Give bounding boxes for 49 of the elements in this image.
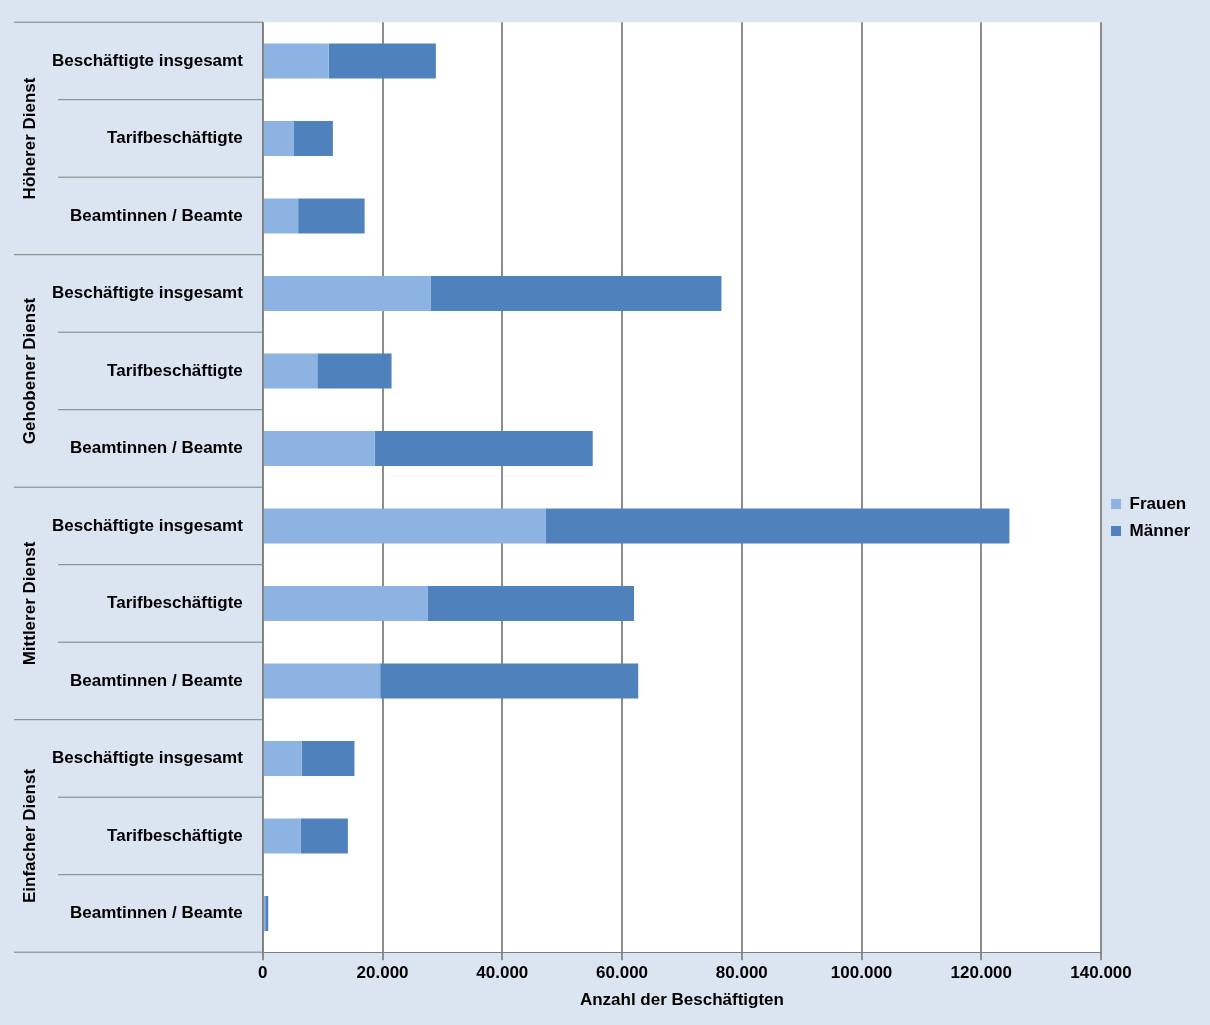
y-tick-label: Beschäftigte insgesamt: [51, 748, 244, 768]
x-tick-label: 60.000: [596, 963, 649, 983]
x-tick-label: 120.000: [950, 963, 1013, 983]
text: Gehobener Dienst: [19, 297, 39, 445]
bar: [374, 431, 593, 466]
legend-label: Frauen: [1129, 493, 1187, 513]
x-tick-label: 20.000: [356, 963, 409, 983]
bar: [298, 198, 365, 234]
y-tick-label: Tarifbeschäftigte: [107, 593, 243, 613]
y-tick-label: Beschäftigte insgesamt: [51, 515, 244, 535]
bar: [263, 741, 302, 776]
bar: [263, 508, 546, 544]
bar: [263, 818, 301, 854]
x-axis-title: Anzahl der Beschäftigten: [579, 990, 784, 1010]
bar: [263, 198, 299, 234]
bar: [263, 431, 375, 466]
y-tick-label: Beschäftigte insgesamt: [51, 50, 244, 70]
x-tick-label: 0: [258, 963, 268, 983]
y-tick-label: Beamtinnen / Beamte: [69, 205, 243, 225]
y-tick-label: Tarifbeschäftigte: [107, 360, 243, 380]
bar: [328, 43, 436, 79]
bar: [263, 586, 428, 621]
bar: [293, 121, 333, 156]
bar: [263, 121, 294, 156]
x-tick-label: 80.000: [715, 963, 768, 983]
bar: [263, 663, 381, 699]
bar: [380, 663, 639, 699]
y-tick-label: Beamtinnen / Beamte: [69, 670, 243, 690]
bar: [301, 741, 355, 776]
y-tick-label: Beamtinnen / Beamte: [69, 903, 243, 923]
text: Mittlerer Dienst: [19, 541, 39, 666]
text: Einfacher Dienst: [19, 768, 39, 904]
y-tick-label: Beamtinnen / Beamte: [69, 438, 243, 458]
legend-label: Männer: [1129, 520, 1191, 540]
bar: [263, 43, 329, 79]
y-tick-label: Beschäftigte insgesamt: [51, 283, 244, 303]
x-tick-label: 40.000: [476, 963, 529, 983]
bar: [427, 586, 635, 621]
text: Höherer Dienst: [19, 77, 39, 200]
bar: [545, 508, 1010, 544]
bar: [263, 276, 431, 311]
y-tick-label: Tarifbeschäftigte: [107, 128, 243, 148]
bar: [430, 276, 722, 311]
bar: [263, 353, 318, 389]
y-tick-label: Tarifbeschäftigte: [107, 825, 243, 845]
x-tick-label: 140.000: [1070, 963, 1132, 983]
bar: [317, 353, 392, 389]
x-tick-label: 100.000: [830, 963, 893, 983]
bar: [300, 818, 348, 854]
